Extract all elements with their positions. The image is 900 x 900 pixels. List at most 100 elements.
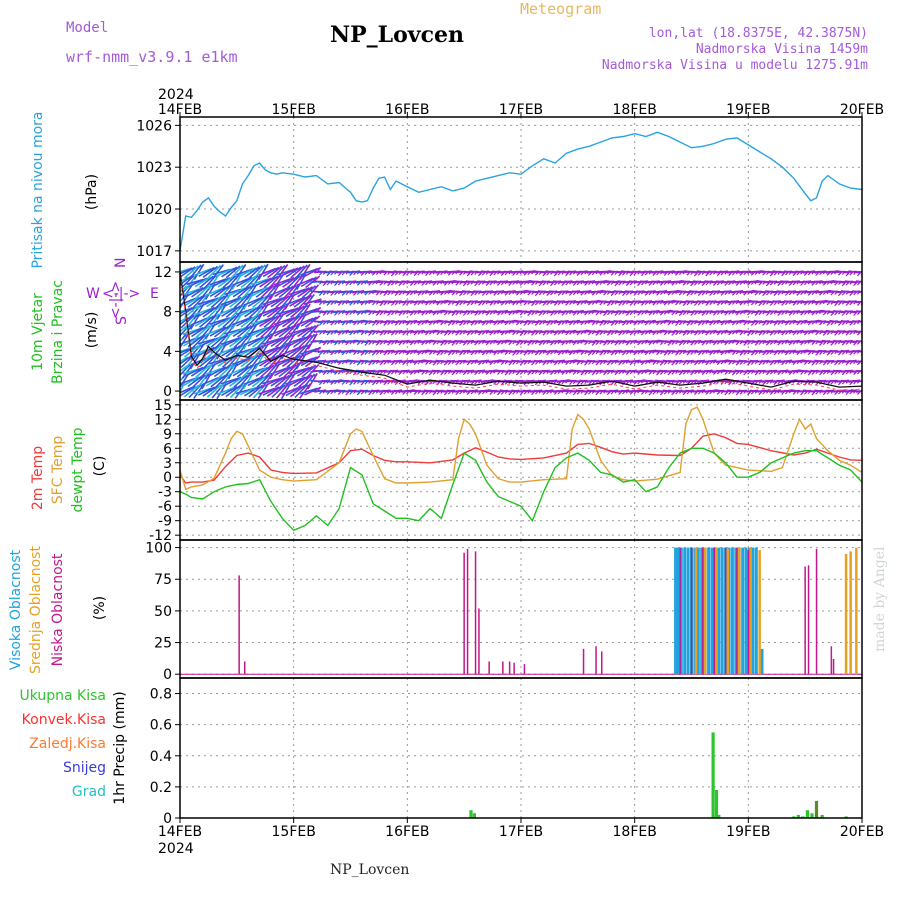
wind-barb-flag (610, 292, 615, 297)
wind-barb-flag (440, 321, 445, 326)
wind-barb-flag (284, 264, 289, 269)
wind-barb-flag (629, 331, 634, 336)
wind-barb-flag (312, 364, 317, 369)
wind-barb (269, 283, 280, 300)
cloud-low-bar (474, 551, 477, 675)
wind-barb-flag (296, 354, 301, 359)
wind-barb-flag (317, 346, 322, 351)
wind-barb-flag (819, 371, 823, 376)
wind-barb-flag (865, 312, 868, 315)
wind-barb-flag (531, 331, 535, 336)
wind-barb-flag (781, 272, 786, 277)
cloud-mid-bar (855, 547, 858, 675)
wind-barb-flag (341, 291, 346, 296)
precip-legend-item: Konvek.Kisa (22, 712, 106, 728)
wind-barb-flag (694, 361, 698, 366)
wind-barb (220, 297, 238, 306)
wind-barb-flag (436, 331, 441, 336)
wind-barb-flag (531, 281, 536, 286)
wind-barb-flag (330, 321, 335, 326)
wind-barb (247, 296, 264, 307)
wind-barb-flag (693, 272, 698, 277)
precip-bar (801, 816, 805, 818)
wind-barb (855, 310, 862, 313)
wind-barb-flag (659, 391, 664, 396)
footer-station: NP_Lovcen (330, 862, 410, 878)
wind-barb-flag (853, 341, 858, 346)
wind-barb-flag (368, 391, 373, 396)
wind-barb-flag (443, 361, 448, 366)
wind-barb-flag (205, 285, 210, 290)
clouds-tick-label: 25 (154, 636, 172, 652)
wind-barb (236, 356, 253, 367)
wind-barb-flag (595, 391, 600, 396)
temperature-tick-label: 0 (163, 470, 172, 486)
cloud-low-bar (463, 552, 465, 675)
wind-barb (198, 386, 215, 396)
wind-barb-flag (371, 381, 376, 386)
wind-barb-flag (345, 371, 350, 375)
wind-barb-flag (853, 282, 858, 287)
wind-barb-flag (659, 341, 664, 346)
wind-barb (201, 376, 219, 386)
cloud-high-bar (741, 547, 745, 675)
wind-barb (221, 346, 238, 357)
wind-barb-flag (334, 311, 338, 316)
wind-barb (205, 287, 223, 296)
wind-barb-flag (275, 283, 280, 288)
wind-barb-flag (675, 351, 679, 356)
wind-barb-flag (682, 281, 687, 286)
wind-barb (243, 337, 261, 346)
wind-barb-flag (217, 304, 222, 309)
wind-barb-flag (865, 342, 868, 345)
wind-barb (285, 385, 302, 397)
wind-barb (243, 385, 261, 397)
wind-barb-flag (242, 264, 247, 268)
cloud-side-label-3: Niska Oblacnost (50, 553, 66, 666)
wind-barb-flag (625, 282, 630, 287)
wind-barb (292, 326, 310, 337)
wind-barb-flag (690, 341, 695, 346)
precip-bar (814, 800, 819, 818)
wind-barbs (180, 263, 868, 400)
wind-barb (289, 376, 306, 386)
wind-barb-flag (201, 374, 206, 379)
dewpt-line (180, 447, 862, 532)
wind-barb (236, 276, 253, 288)
wind-barb (269, 287, 288, 297)
compass-n: N (113, 258, 129, 268)
wind-barb (180, 267, 193, 275)
date-label-top: 15FEB (272, 102, 316, 118)
wind-barb (284, 293, 296, 310)
wind-barb-flag (572, 371, 577, 375)
date-label-bottom: 16FEB (385, 824, 429, 840)
wind-barb (219, 293, 232, 310)
wind-barb (273, 317, 292, 326)
wind-barb (180, 382, 186, 393)
wind-barb (228, 287, 246, 297)
wind-barb-flag (236, 265, 241, 270)
wind-barb-flag (383, 321, 388, 326)
wind-barb-flag (334, 282, 338, 287)
precip-bar (844, 816, 848, 818)
wind-barb-flag (207, 372, 212, 377)
wind-barb-flag (766, 371, 770, 376)
wind-barb-flag (663, 331, 668, 336)
wind-barb-flag (762, 351, 767, 356)
wind-barb-flag (686, 271, 691, 276)
wind-barb (274, 326, 291, 337)
date-label-bottom: 15FEB (272, 824, 316, 840)
wind-barb-flag (865, 372, 868, 375)
wind-barb-flag (205, 325, 210, 329)
wind-barb-flag (260, 353, 265, 357)
wind-barb-flag (512, 351, 517, 356)
wind-barb-flag (826, 301, 831, 306)
wind-barb-flag (747, 311, 751, 316)
wind-barb-flag (317, 386, 322, 391)
wind-barb-flag (629, 301, 634, 306)
wind-barb (221, 306, 238, 317)
wind-barb-flag (781, 301, 786, 306)
wind-barb-flag (572, 282, 577, 286)
wind-barb-flag (758, 331, 763, 336)
wind-barb-flag (278, 265, 283, 270)
